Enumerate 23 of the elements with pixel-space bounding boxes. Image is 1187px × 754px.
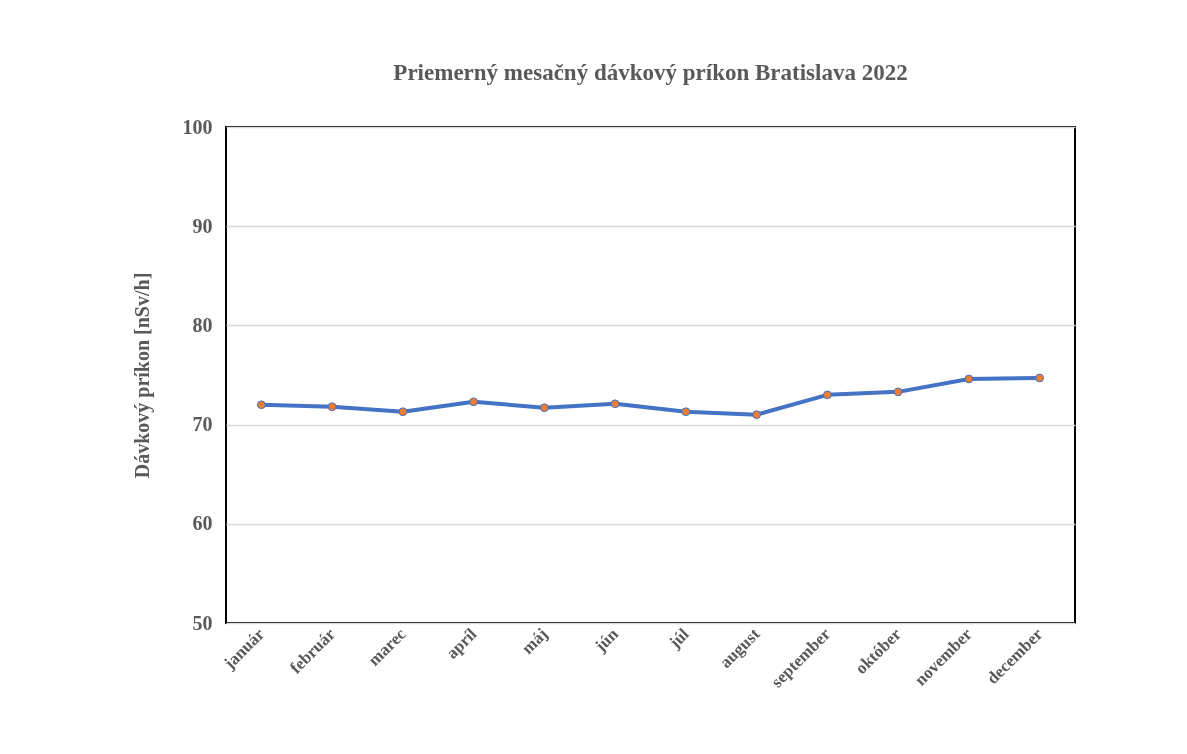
point <box>823 390 832 400</box>
y-tick-label: 70 <box>192 413 213 436</box>
point <box>1035 373 1044 383</box>
point <box>964 374 974 384</box>
point <box>469 397 478 407</box>
y-tick-label: 90 <box>192 214 213 237</box>
x-tick-label: jún <box>590 624 623 656</box>
y-tick-label: 100 <box>182 115 213 138</box>
point <box>893 387 903 397</box>
point <box>257 400 266 410</box>
point <box>398 407 408 417</box>
y-tick-label: 50 <box>192 611 213 634</box>
y-tick-label: 80 <box>192 313 213 336</box>
point <box>681 407 691 417</box>
chart-title: Priemerný mesačný dávkový príkon Bratislava 2022 <box>393 60 908 85</box>
point <box>752 410 761 420</box>
x-tick-label: júl <box>664 624 693 653</box>
point <box>610 399 620 409</box>
y-axis-title: Dávkový príkon [nSv/h] <box>130 272 154 479</box>
y-tick-label: 60 <box>192 512 213 535</box>
point <box>540 403 549 413</box>
point <box>327 402 337 412</box>
x-tick-label: máj <box>517 624 552 658</box>
